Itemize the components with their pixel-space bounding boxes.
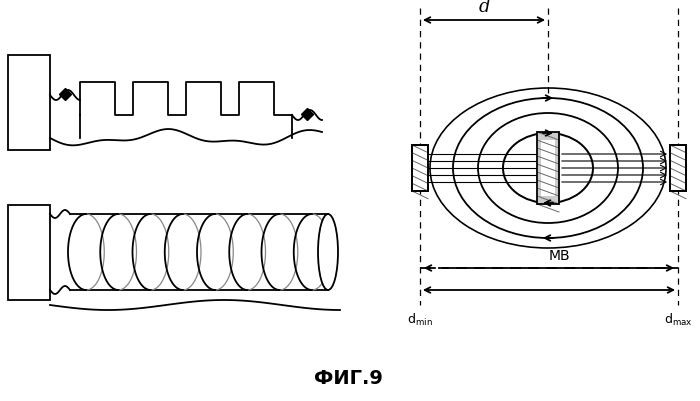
Text: d: d xyxy=(478,0,490,16)
Bar xyxy=(412,145,428,191)
Bar xyxy=(537,132,559,204)
Bar xyxy=(541,140,555,196)
Bar xyxy=(8,55,50,150)
Text: d$_{\rm min}$: d$_{\rm min}$ xyxy=(407,312,433,328)
Bar xyxy=(8,205,50,300)
Text: d$_{\rm max}$: d$_{\rm max}$ xyxy=(664,312,692,328)
Bar xyxy=(412,145,428,191)
Bar xyxy=(670,145,686,191)
Bar xyxy=(537,132,559,204)
Text: МВ: МВ xyxy=(548,249,570,263)
Text: ФИГ.9: ФИГ.9 xyxy=(314,369,382,387)
Ellipse shape xyxy=(318,214,338,290)
Bar xyxy=(670,145,686,191)
